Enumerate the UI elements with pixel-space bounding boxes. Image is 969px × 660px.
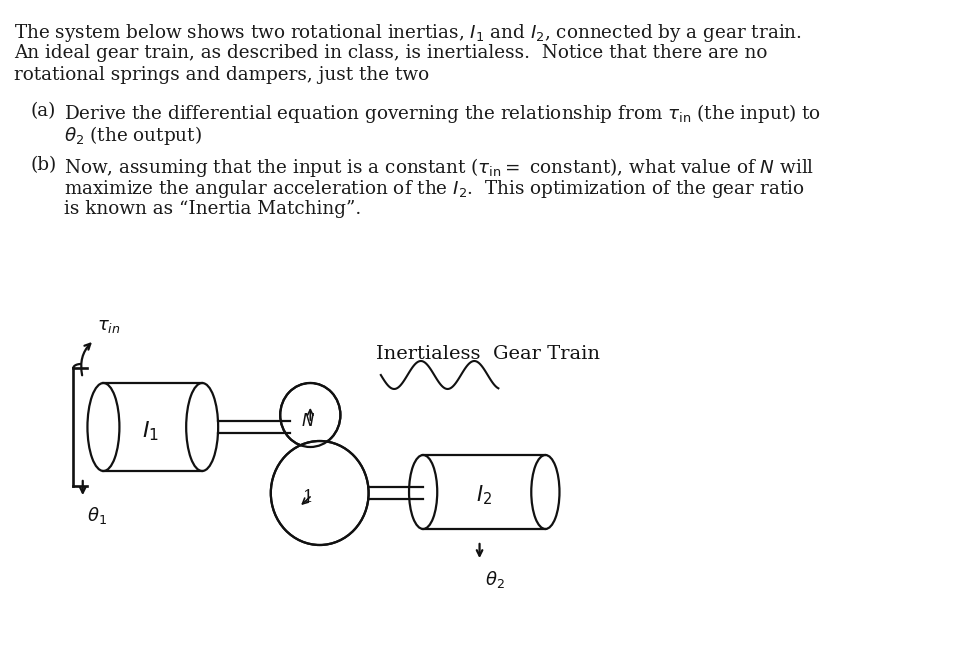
Bar: [104, 383, 202, 471]
Text: (b): (b): [30, 156, 56, 174]
Text: $\theta_1$: $\theta_1$: [86, 505, 107, 526]
Text: 1: 1: [302, 488, 313, 506]
Text: Inertialess  Gear Train: Inertialess Gear Train: [376, 345, 600, 363]
Text: is known as “Inertia Matching”.: is known as “Inertia Matching”.: [64, 200, 360, 218]
Text: $\theta_2$ (the output): $\theta_2$ (the output): [64, 124, 202, 147]
Text: An ideal gear train, as described in class, is inertialess.  Notice that there a: An ideal gear train, as described in cla…: [15, 44, 766, 62]
Text: $N$: $N$: [301, 412, 315, 430]
Bar: [422, 455, 545, 529]
Ellipse shape: [270, 441, 368, 545]
Text: Now, assuming that the input is a constant ($\tau_{\mathrm{in}} = $ constant), w: Now, assuming that the input is a consta…: [64, 156, 813, 179]
Text: The system below shows two rotational inertias, $I_1$ and $I_2$, connected by a : The system below shows two rotational in…: [15, 22, 801, 44]
Text: Derive the differential equation governing the relationship from $\tau_{\mathrm{: Derive the differential equation governi…: [64, 102, 820, 125]
Text: $\tau_{in}$: $\tau_{in}$: [97, 317, 120, 335]
Text: $I_2$: $I_2$: [476, 483, 491, 507]
Text: rotational springs and dampers, just the two: rotational springs and dampers, just the…: [15, 66, 429, 84]
Ellipse shape: [280, 383, 340, 447]
Text: $\theta_2$: $\theta_2$: [484, 569, 505, 590]
Text: maximize the angular acceleration of the $I_2$.  This optimization of the gear r: maximize the angular acceleration of the…: [64, 178, 803, 200]
Text: $I_1$: $I_1$: [141, 419, 159, 443]
Text: (a): (a): [30, 102, 55, 120]
